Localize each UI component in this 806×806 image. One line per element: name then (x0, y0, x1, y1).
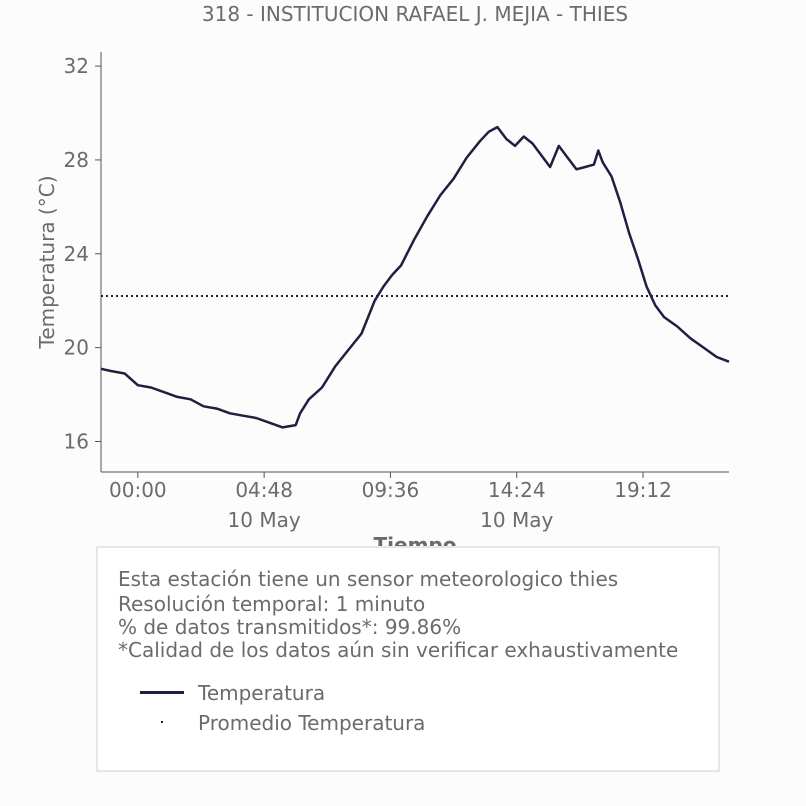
x-axis: 00:00 04:48 10 May 09:36 14:24 10 May 19:12 (109, 472, 672, 532)
info-resolution-text: Resolución temporal: 1 minuto (118, 592, 426, 616)
y-tick-label: 20 (64, 336, 89, 360)
x-tick-label: 04:48 (235, 478, 293, 502)
x-tick-date-label: 10 May (228, 508, 301, 532)
legend-label-promedio: Promedio Temperatura (198, 711, 426, 735)
y-tick-label: 16 (64, 429, 89, 453)
y-tick-label: 24 (64, 242, 89, 266)
x-tick-label: 00:00 (109, 478, 167, 502)
temperature-chart: 318 - INSTITUCION RAFAEL J. MEJIA - THIE… (35, 2, 730, 557)
x-tick-label: 09:36 (362, 478, 420, 502)
y-axis-label: Temperatura (°C) (35, 175, 59, 349)
temperature-series-line (100, 125, 730, 429)
y-tick-label: 32 (64, 54, 89, 78)
y-tick-label: 28 (64, 148, 89, 172)
x-tick-label: 14:24 (488, 478, 546, 502)
legend-solid-line-icon (140, 691, 184, 694)
y-axis: 16 20 24 28 32 (64, 54, 101, 453)
legend-dotted-line-icon (161, 721, 163, 723)
info-transmitted-text: % de datos transmitidos*: 99.86% (118, 615, 462, 639)
info-sensor-text: Esta estación tiene un sensor meteorolog… (118, 567, 619, 591)
station-info-box: Esta estación tiene un sensor meteorolog… (96, 546, 720, 772)
x-tick-date-label: 10 May (480, 508, 553, 532)
x-tick-label: 19:12 (614, 478, 672, 502)
info-quality-note: *Calidad de los datos aún sin verificar … (118, 638, 679, 662)
chart-title: 318 - INSTITUCION RAFAEL J. MEJIA - THIE… (202, 2, 628, 26)
legend-label-temperatura: Temperatura (198, 681, 326, 705)
